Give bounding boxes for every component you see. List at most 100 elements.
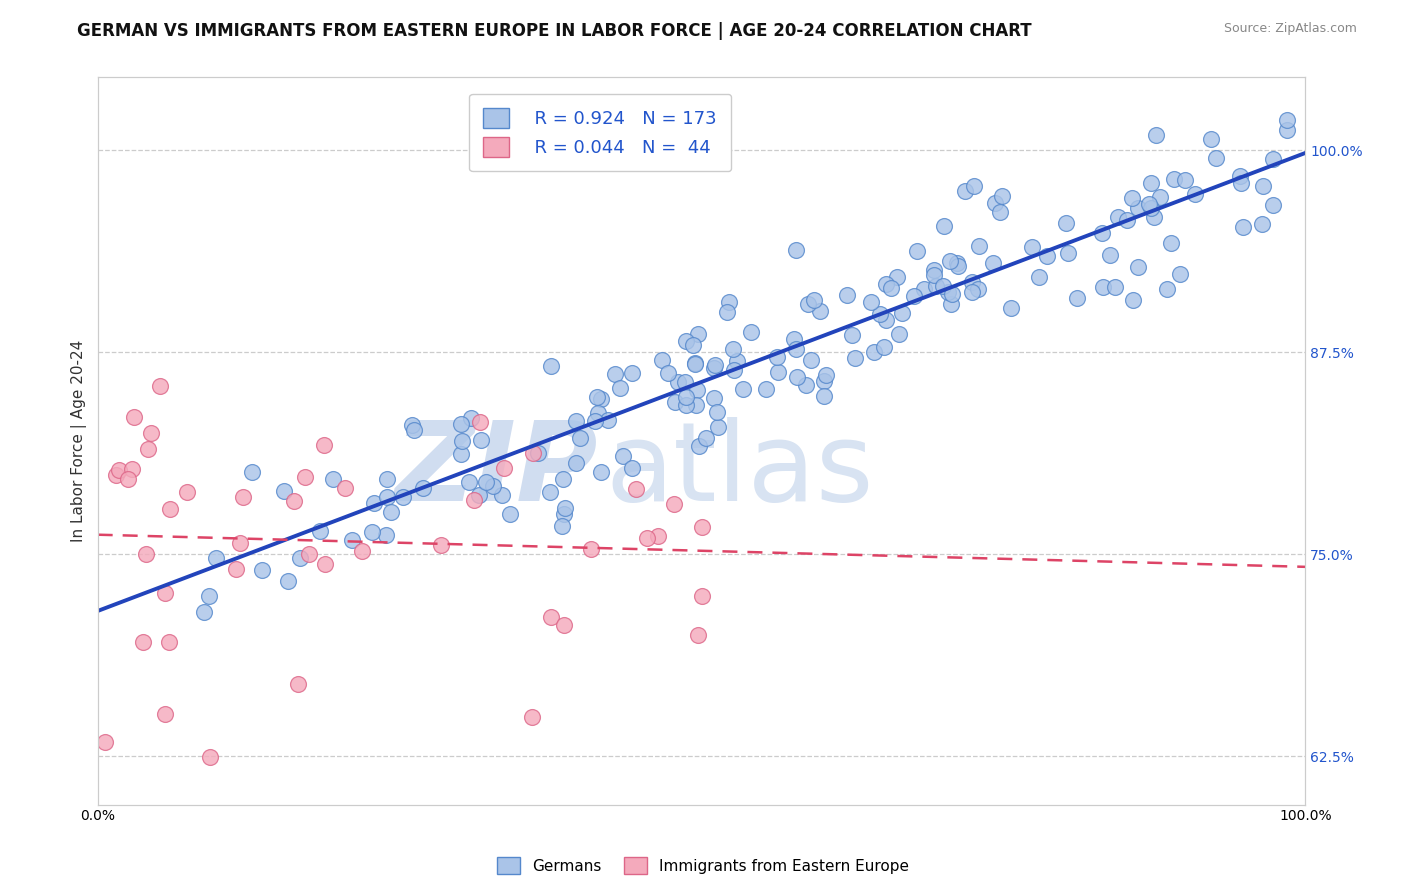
Point	[153, 706, 176, 721]
Point	[283, 493, 305, 508]
Point	[786, 370, 808, 384]
Point	[960, 285, 983, 300]
Point	[960, 275, 983, 289]
Point	[837, 287, 859, 301]
Point	[1098, 248, 1121, 262]
Point	[149, 378, 172, 392]
Point	[1116, 213, 1139, 227]
Point	[1028, 270, 1050, 285]
Point	[198, 589, 221, 603]
Point	[457, 475, 479, 489]
Point	[703, 360, 725, 375]
Point	[1091, 280, 1114, 294]
Point	[1104, 280, 1126, 294]
Point	[105, 468, 128, 483]
Point	[1140, 201, 1163, 215]
Point	[450, 447, 472, 461]
Point	[621, 366, 644, 380]
Point	[875, 277, 897, 291]
Point	[538, 484, 561, 499]
Text: atlas: atlas	[605, 417, 873, 524]
Point	[1126, 260, 1149, 275]
Point	[232, 490, 254, 504]
Point	[589, 465, 612, 479]
Point	[651, 352, 673, 367]
Point	[540, 359, 562, 373]
Point	[430, 538, 453, 552]
Point	[598, 413, 620, 427]
Point	[475, 475, 498, 490]
Point	[984, 195, 1007, 210]
Point	[703, 391, 725, 405]
Point	[890, 306, 912, 320]
Point	[1168, 268, 1191, 282]
Point	[298, 547, 321, 561]
Point	[666, 375, 689, 389]
Point	[808, 304, 831, 318]
Point	[1230, 176, 1253, 190]
Point	[492, 461, 515, 475]
Point	[783, 331, 806, 345]
Point	[690, 519, 713, 533]
Point	[612, 449, 634, 463]
Point	[675, 334, 697, 348]
Point	[657, 366, 679, 380]
Point	[470, 433, 492, 447]
Point	[1137, 196, 1160, 211]
Point	[1156, 283, 1178, 297]
Point	[912, 282, 935, 296]
Point	[579, 541, 602, 556]
Point	[941, 297, 963, 311]
Point	[553, 507, 575, 521]
Text: Source: ZipAtlas.com: Source: ZipAtlas.com	[1223, 22, 1357, 36]
Point	[122, 409, 145, 424]
Point	[540, 610, 562, 624]
Point	[946, 256, 969, 270]
Point	[482, 478, 505, 492]
Point	[565, 413, 588, 427]
Point	[683, 357, 706, 371]
Point	[860, 295, 883, 310]
Point	[1021, 240, 1043, 254]
Point	[1056, 216, 1078, 230]
Point	[1184, 186, 1206, 201]
Point	[121, 462, 143, 476]
Point	[725, 354, 748, 368]
Point	[117, 472, 139, 486]
Point	[499, 507, 522, 521]
Point	[93, 735, 115, 749]
Point	[686, 327, 709, 342]
Text: GERMAN VS IMMIGRANTS FROM EASTERN EUROPE IN LABOR FORCE | AGE 20-24 CORRELATION : GERMAN VS IMMIGRANTS FROM EASTERN EUROPE…	[77, 22, 1032, 40]
Point	[568, 431, 591, 445]
Point	[1066, 291, 1088, 305]
Point	[609, 381, 631, 395]
Point	[1035, 249, 1057, 263]
Point	[922, 268, 945, 282]
Point	[716, 304, 738, 318]
Point	[1107, 210, 1129, 224]
Point	[1126, 201, 1149, 215]
Point	[785, 244, 807, 258]
Point	[460, 411, 482, 425]
Legend:   R = 0.924   N = 173,   R = 0.044   N =  44: R = 0.924 N = 173, R = 0.044 N = 44	[470, 94, 731, 171]
Point	[946, 260, 969, 274]
Point	[731, 382, 754, 396]
Point	[1199, 132, 1222, 146]
Point	[228, 536, 250, 550]
Point	[675, 398, 697, 412]
Point	[664, 395, 686, 409]
Point	[551, 472, 574, 486]
Point	[941, 286, 963, 301]
Point	[880, 281, 903, 295]
Point	[717, 295, 740, 310]
Point	[967, 239, 990, 253]
Point	[491, 488, 513, 502]
Point	[740, 326, 762, 340]
Point	[1146, 128, 1168, 143]
Point	[690, 590, 713, 604]
Point	[723, 363, 745, 377]
Point	[991, 188, 1014, 202]
Point	[402, 423, 425, 437]
Point	[522, 446, 544, 460]
Point	[873, 340, 896, 354]
